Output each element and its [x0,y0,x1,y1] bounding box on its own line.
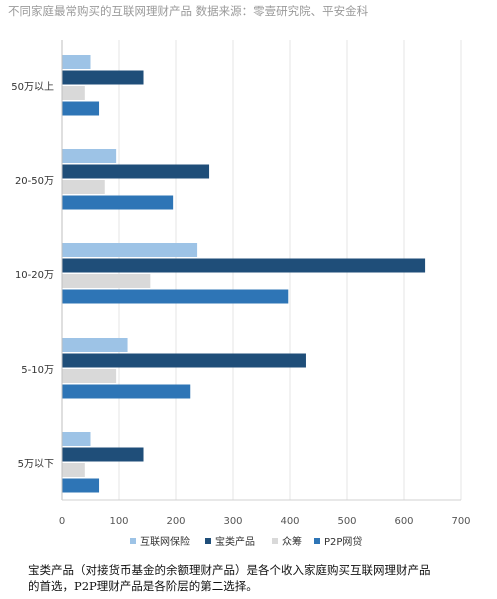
bar [62,384,191,399]
legend-swatch [130,538,136,544]
legend-label: 众筹 [282,535,302,548]
x-tick-label: 300 [223,516,242,527]
x-tick-label: 600 [394,516,413,527]
bar [62,164,210,179]
caption-line-1: 宝类产品（对接货币基金的余额理财产品）是各个收入家庭购买互联网理财产品 [28,563,431,577]
y-category-label: 10-20万 [15,270,54,281]
chart-title: 不同家庭最常购买的互联网理财产品 数据来源：零壹研究院、平安金科 [8,4,369,18]
bar [62,86,85,100]
bar [62,447,144,462]
legend-label: 宝类产品 [215,535,255,548]
bar [62,338,128,352]
bar-chart: 0 100 200 300 400 500 600 700 50万以上 20-50万 10-20万 5… [11,40,471,548]
bar [62,289,289,304]
bar [62,353,306,368]
y-category-label: 20-50万 [15,176,54,187]
bars [62,55,426,493]
bar [62,463,85,477]
bar [62,432,91,446]
axes: 0 100 200 300 400 500 600 700 50万以上 20-50万 10-20万 5… [11,40,471,527]
bar [62,55,91,69]
caption-line-2: 的首选，P2P理财产品是各阶层的第二选择。 [28,579,258,593]
bar [62,180,105,194]
bar [62,101,100,116]
x-tick-label: 400 [280,516,299,527]
caption: 宝类产品（对接货币基金的余额理财产品）是各个收入家庭购买互联网理财产品 的首选，… [28,562,490,594]
x-tick-label: 700 [451,516,470,527]
x-tick-label: 100 [109,516,128,527]
x-tick-label: 200 [166,516,185,527]
x-tick-label: 0 [59,516,65,527]
y-category-label: 5万以下 [18,459,54,470]
bar [62,478,100,493]
bar [62,258,426,273]
legend-label: P2P网贷 [324,535,362,548]
bar [62,195,174,210]
legend-swatch [205,538,211,544]
bar [62,274,151,288]
y-category-label: 5-10万 [21,365,54,376]
y-category-label: 50万以上 [11,81,54,93]
bar [62,70,144,85]
legend: 互联网保险 宝类产品 众筹 P2P网贷 [130,535,362,548]
legend-swatch [272,538,278,544]
bar [62,149,117,163]
bar [62,369,117,383]
legend-label: 互联网保险 [140,535,190,548]
legend-swatch [314,538,320,544]
x-tick-label: 500 [337,516,356,527]
bar [62,243,198,257]
